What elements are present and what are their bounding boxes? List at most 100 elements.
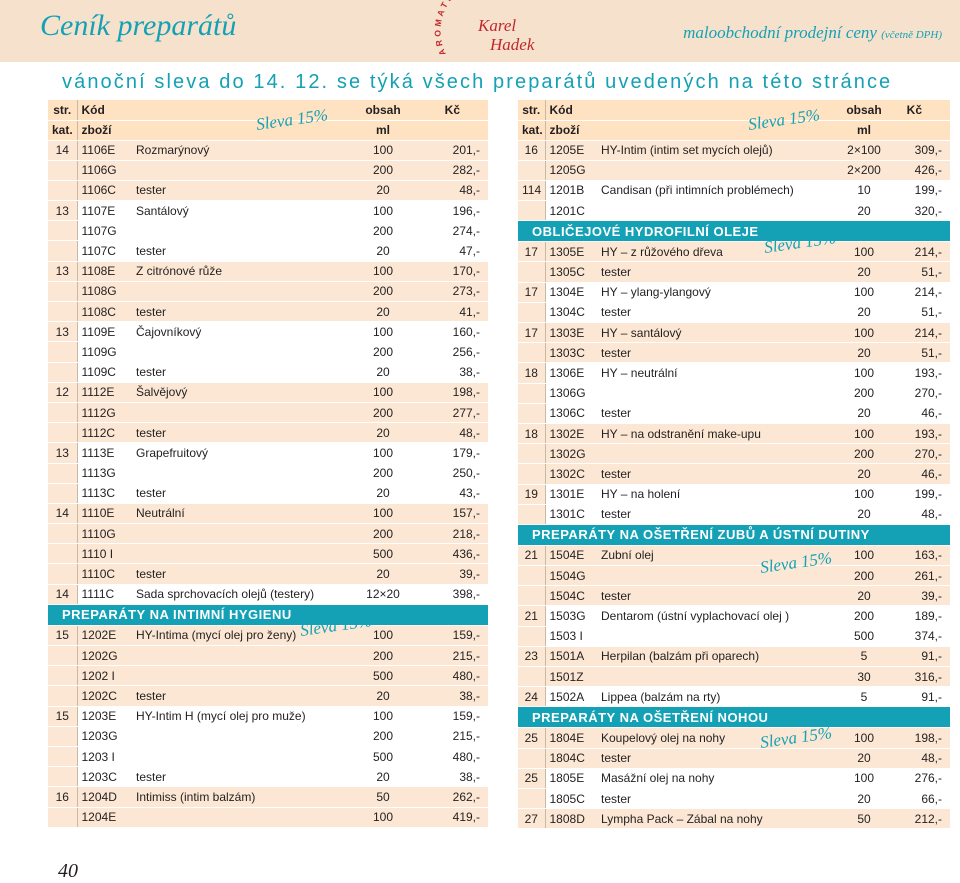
price-row: 1107C tester 20 47,-: [48, 240, 488, 262]
cell-product-code: 1304C: [545, 302, 597, 324]
cell-volume: 200: [835, 443, 893, 465]
cell-catalog-page: 25: [518, 727, 546, 749]
cell-product-code: 1501Z: [545, 666, 597, 688]
cell-price: 198,-: [419, 382, 488, 403]
cell-product-name: [132, 645, 347, 667]
price-row: 16 1205E HY-Intim (intim set mycích olejů)…: [518, 140, 950, 161]
cell-price: 160,-: [419, 321, 488, 343]
cell-volume: 20: [347, 301, 419, 323]
cell-catalog-page: 13: [48, 200, 78, 222]
cell-catalog-page: 12: [48, 382, 78, 403]
cell-volume: 20: [835, 504, 893, 525]
cell-volume: 200: [347, 645, 419, 667]
cell-catalog-page: [518, 160, 546, 181]
cell-price: 91,-: [893, 646, 950, 668]
cell-catalog-page: [518, 626, 546, 647]
cell-price: 309,-: [893, 140, 950, 161]
cell-product-code: 1302E: [545, 423, 597, 445]
cell-volume: 50: [347, 786, 419, 808]
cell-product-code: 1203 I: [77, 746, 132, 768]
col-header-kc: Kč: [419, 100, 488, 121]
price-row: 17 1303E HY – santálový 100 214,-: [518, 322, 950, 344]
cell-product-code: 1202G: [77, 645, 132, 667]
price-row: 1302G 200 270,-: [518, 443, 950, 465]
cell-price: 398,-: [419, 584, 488, 605]
cell-volume: 100: [835, 282, 893, 303]
cell-product-code: 1106E: [77, 140, 132, 161]
cell-volume: 20: [835, 261, 893, 283]
price-row: 24 1502A Lippea (balzám na rty) 5 91,-: [518, 686, 950, 708]
cell-price: 426,-: [893, 160, 950, 181]
price-row: 1203C tester 20 38,-: [48, 766, 488, 788]
cell-product-code: 1804E: [545, 727, 597, 749]
cell-volume: 20: [347, 563, 419, 585]
section-title: PREPARÁTY NA OŠETŘENÍ ZUBŮ A ÚSTNÍ DUTIN…: [518, 524, 950, 546]
cell-product-code: 1108G: [77, 281, 132, 303]
cell-product-code: 1203E: [77, 706, 132, 727]
cell-product-name: HY – na odstranění make-upu: [597, 423, 835, 445]
price-row: 14 1110E Neutrální 100 157,-: [48, 503, 488, 525]
page-number: 40: [58, 860, 78, 882]
cell-price: 46,-: [893, 463, 950, 485]
cell-volume: 100: [347, 625, 419, 647]
cell-volume: 100: [835, 322, 893, 344]
cell-catalog-page: 16: [518, 140, 546, 161]
cell-price: 316,-: [893, 666, 950, 688]
cell-catalog-page: [48, 807, 78, 828]
cell-volume: 20: [835, 585, 893, 607]
price-row: 1202G 200 215,-: [48, 645, 488, 667]
col-header-obsah: obsah: [835, 100, 893, 121]
cell-product-name: HY – neutrální: [597, 362, 835, 384]
price-row: 1112C tester 20 48,-: [48, 422, 488, 444]
cell-volume: 20: [835, 200, 893, 222]
cell-product-code: 1108E: [77, 261, 132, 282]
cell-product-code: 1108C: [77, 301, 132, 323]
table-header-row-2: kat. zboží ml: [518, 120, 950, 141]
cell-product-code: 1106C: [77, 180, 132, 202]
cell-catalog-page: [518, 302, 546, 324]
cell-catalog-page: [48, 685, 78, 707]
price-row: 13 1108E Z citrónové růže 100 170,-: [48, 261, 488, 282]
cell-catalog-page: 18: [518, 362, 546, 384]
cell-catalog-page: [518, 504, 546, 525]
cell-product-name: Čajovníkový: [132, 321, 347, 343]
price-row: 1110 I 500 436,-: [48, 543, 488, 565]
cell-volume: 100: [347, 807, 419, 828]
cell-price: 320,-: [893, 200, 950, 222]
cell-volume: 20: [835, 748, 893, 769]
cell-volume: 100: [347, 706, 419, 727]
cell-product-code: 1109C: [77, 362, 132, 383]
header-band: [0, 0, 960, 62]
cell-price: 273,-: [419, 281, 488, 303]
price-row: 1306G 200 270,-: [518, 383, 950, 404]
cell-catalog-page: [48, 726, 78, 747]
cell-product-name: [597, 160, 835, 181]
price-row: 13 1109E Čajovníkový 100 160,-: [48, 321, 488, 343]
logo-name-line2: Hadek: [489, 35, 535, 54]
cell-volume: 20: [347, 422, 419, 444]
cell-catalog-page: 23: [518, 646, 546, 668]
cell-price: 261,-: [893, 565, 950, 587]
cell-product-name: [597, 666, 835, 688]
price-row: 1203G 200 215,-: [48, 726, 488, 747]
price-type-note: maloobchodní prodejní ceny (včetně DPH): [683, 23, 942, 43]
cell-price: 51,-: [893, 261, 950, 283]
cell-product-name: [132, 220, 347, 242]
cell-price: 91,-: [893, 686, 950, 708]
cell-catalog-page: [48, 645, 78, 667]
cell-catalog-page: [48, 362, 78, 383]
cell-volume: 5: [835, 686, 893, 708]
cell-product-code: 1106G: [77, 160, 132, 181]
cell-product-name: Zubní olej: [597, 545, 835, 567]
price-row: 1301C tester 20 48,-: [518, 504, 950, 525]
col-header-blank: [893, 120, 950, 141]
cell-catalog-page: 17: [518, 282, 546, 303]
section-title: PREPARÁTY NA OŠETŘENÍ NOHOU: [518, 706, 950, 729]
cell-price: 419,-: [419, 807, 488, 828]
cell-price: 43,-: [419, 483, 488, 504]
cell-product-name: [597, 565, 835, 587]
cell-catalog-page: [518, 443, 546, 465]
cell-product-code: 1107G: [77, 220, 132, 242]
cell-catalog-page: [518, 261, 546, 283]
cell-product-name: Masážní olej na nohy: [597, 768, 835, 789]
